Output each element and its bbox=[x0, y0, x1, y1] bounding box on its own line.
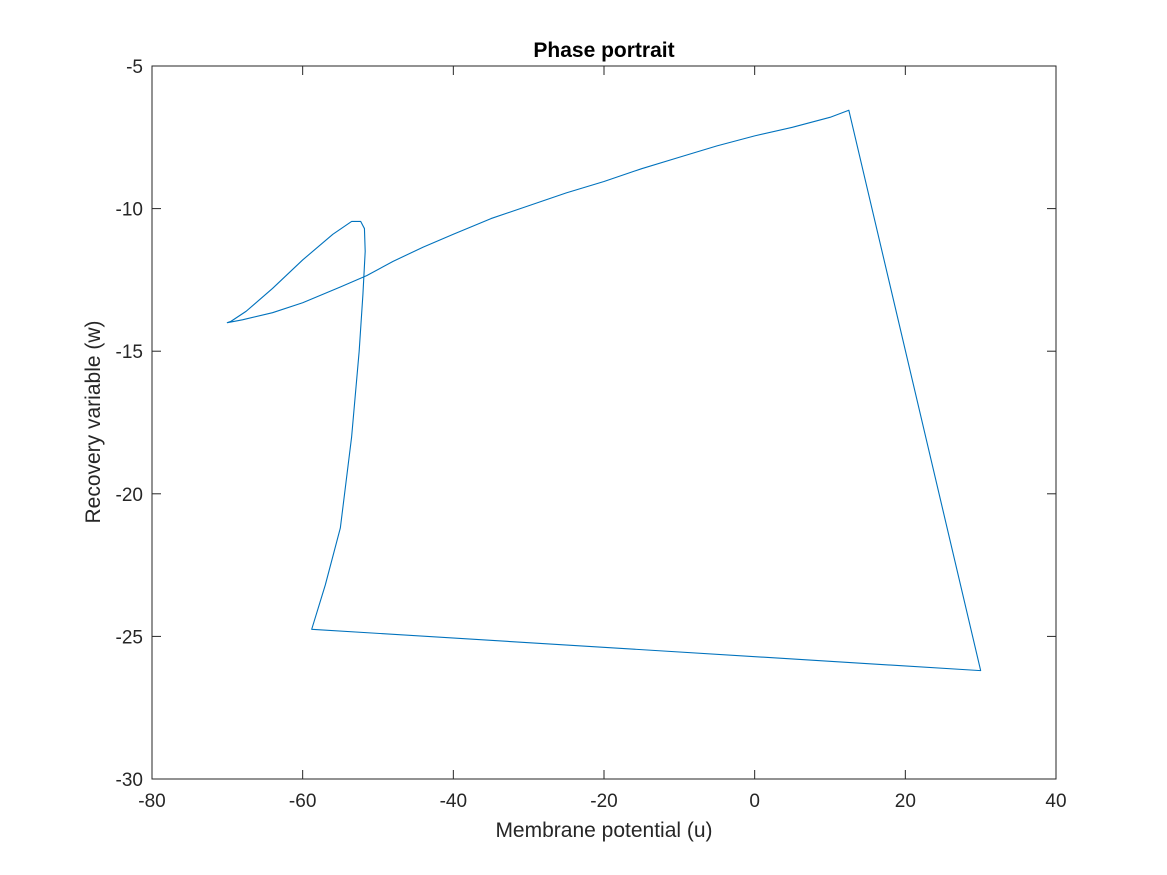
x-tick-label: -60 bbox=[289, 791, 316, 812]
y-tick-label: -10 bbox=[116, 200, 143, 221]
axes-box bbox=[151, 65, 1057, 780]
x-tick-label: 20 bbox=[895, 791, 916, 812]
x-tick-label: -80 bbox=[138, 791, 165, 812]
chart-title: Phase portrait bbox=[533, 39, 674, 62]
y-axis-tick-labels: -30 -25 -20 -15 -10 -5 bbox=[116, 57, 143, 791]
series-layer bbox=[226, 109, 982, 672]
y-axis-label: Recovery variable (w) bbox=[82, 320, 105, 523]
y-tick-label: -15 bbox=[116, 342, 143, 363]
y-tick-label: -30 bbox=[116, 770, 143, 791]
y-tick-label: -25 bbox=[116, 627, 143, 648]
x-axis-tick-labels: -80 -60 -40 -20 0 20 40 bbox=[138, 791, 1066, 812]
trajectory-line bbox=[226, 109, 982, 672]
x-tick-label: 0 bbox=[749, 791, 760, 812]
x-tick-label: -40 bbox=[440, 791, 467, 812]
y-tick-label: -20 bbox=[116, 485, 143, 506]
x-tick-label: -20 bbox=[590, 791, 617, 812]
axes-background bbox=[152, 66, 1056, 779]
x-tick-label: 40 bbox=[1045, 791, 1066, 812]
x-axis-label: Membrane potential (u) bbox=[495, 819, 712, 842]
y-tick-label: -5 bbox=[126, 57, 143, 78]
